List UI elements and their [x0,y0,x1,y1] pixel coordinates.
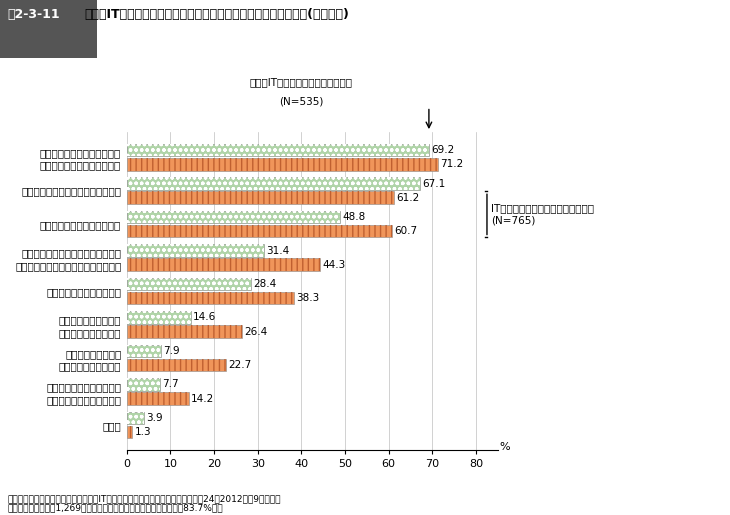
Text: 31.4: 31.4 [266,246,289,255]
Text: 22.7: 22.7 [228,360,251,370]
Text: 69.2: 69.2 [431,145,454,155]
Text: 注：農業者モニター1,269人を対象に行ったアンケート調査（回収率83.7%）。: 注：農業者モニター1,269人を対象に行ったアンケート調査（回収率83.7%）。 [7,504,223,512]
Text: 71.2: 71.2 [439,159,463,169]
Bar [127,158,438,170]
Bar [127,258,320,271]
Bar [127,291,294,304]
Text: (N=535): (N=535) [279,97,323,107]
Bar [127,278,251,290]
Bar [127,311,191,324]
Bar [127,258,320,271]
Bar [127,378,161,391]
Text: 14.6: 14.6 [193,313,216,322]
Bar [127,191,394,204]
Bar [127,345,161,357]
Bar [127,225,392,237]
Text: 14.2: 14.2 [191,393,214,404]
Bar [127,325,242,338]
Bar [127,311,191,324]
Text: 26.4: 26.4 [245,327,267,337]
Bar [127,358,226,371]
Text: IT機器等の今後の経営への利用目的
(N=765): IT機器等の今後の経営への利用目的 (N=765) [491,203,594,226]
Text: 7.9: 7.9 [164,346,180,356]
Bar [127,144,429,157]
Bar [127,278,251,290]
Text: %: % [500,442,510,452]
Text: 61.2: 61.2 [396,193,420,202]
Text: 現在のIT機器等の経営への利用状況及び今後の経営への利用目的(複数回答): 現在のIT機器等の経営への利用状況及び今後の経営への利用目的(複数回答) [84,8,349,21]
Bar [127,177,420,190]
Text: 60.7: 60.7 [394,226,417,236]
Text: 1.3: 1.3 [134,427,151,437]
Bar [127,425,132,438]
Text: 48.8: 48.8 [342,212,365,222]
Text: 現在のIT機器等の経営への利用状況: 現在のIT機器等の経営への利用状況 [250,77,353,88]
Bar [127,244,264,257]
Bar [127,358,226,371]
Text: 3.9: 3.9 [146,413,163,423]
Bar [127,411,144,424]
Text: 38.3: 38.3 [296,293,320,303]
Text: 7.7: 7.7 [163,380,180,389]
Bar [127,191,394,204]
Text: 44.3: 44.3 [323,260,345,269]
Bar [127,211,340,224]
Text: 資料：農林水産省「農業分野におけるIT利活用に関する意識・意向調査」（平成24（2012）年9月公表）: 資料：農林水産省「農業分野におけるIT利活用に関する意識・意向調査」（平成24（… [7,495,281,504]
Text: 28.4: 28.4 [253,279,276,289]
Bar [127,425,132,438]
Bar [127,177,420,190]
Bar [127,345,161,357]
Bar [127,225,392,237]
Bar [127,392,189,405]
Bar [127,325,242,338]
Bar [127,211,340,224]
Bar [127,392,189,405]
Bar [127,244,264,257]
Bar [127,291,294,304]
Bar [127,411,144,424]
Bar [127,378,161,391]
Text: 67.1: 67.1 [422,179,445,188]
Bar [127,144,429,157]
Text: 図2-3-11: 図2-3-11 [7,8,60,21]
Bar [127,158,438,170]
